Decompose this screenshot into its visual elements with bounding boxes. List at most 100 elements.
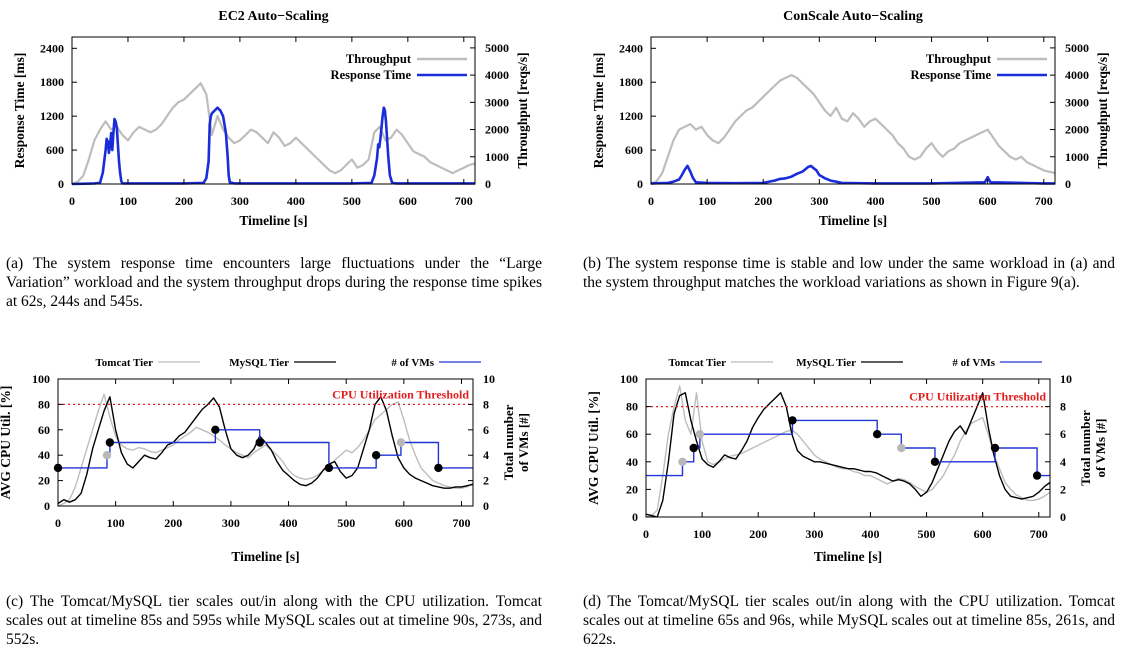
x-tick-label: 600 bbox=[979, 194, 997, 208]
y2-tick-label: 2000 bbox=[485, 123, 509, 137]
y-tick-label: 1200 bbox=[619, 109, 643, 123]
x-tick-label: 300 bbox=[810, 194, 828, 208]
legend-label: Throughput bbox=[346, 52, 412, 66]
series-line-throughput bbox=[650, 74, 1056, 185]
caption-c: (c) The Tomcat/MySQL tier scales out/in … bbox=[6, 593, 542, 648]
x-axis-label: Timeline [s] bbox=[239, 213, 307, 228]
legend: Tomcat Tier MySQL Tier # of VMs bbox=[95, 357, 481, 369]
x-tick-label: 400 bbox=[280, 516, 298, 530]
x-axis-label: Timeline [s] bbox=[231, 549, 299, 564]
x-tick-label: 600 bbox=[395, 516, 413, 530]
y-tick-label: 0 bbox=[637, 177, 643, 191]
chart-panel-c: CPU Utilization Threshold 0 100 200 300 400 50… bbox=[0, 325, 560, 575]
y-axis-label: AVG CPU Util. [%] bbox=[0, 386, 13, 500]
legend-label: Tomcat Tier bbox=[95, 357, 153, 369]
caption-a: (a) The system response time encounters … bbox=[6, 255, 542, 310]
legend: Throughput Response Time bbox=[331, 52, 467, 82]
y-tick-label: 1200 bbox=[40, 109, 64, 123]
y2-tick-label: 8 bbox=[483, 397, 489, 411]
y2-tick-label: 1000 bbox=[485, 150, 509, 164]
scale-event-marker bbox=[1032, 471, 1042, 480]
x-tick-label: 700 bbox=[1035, 194, 1053, 208]
scale-event-marker bbox=[371, 451, 381, 460]
y2-tick-label: 8 bbox=[1060, 400, 1066, 414]
x-tick-label: 700 bbox=[455, 194, 473, 208]
y2-tick-label: 0 bbox=[485, 177, 491, 191]
series-line-response-time bbox=[71, 106, 475, 186]
x-tick-label: 300 bbox=[231, 194, 249, 208]
y2-tick-label: 10 bbox=[1060, 372, 1072, 386]
x-tick-label: 400 bbox=[861, 527, 879, 541]
y-axis-label: AVG CPU Util. [%] bbox=[586, 391, 601, 505]
legend-label: Tomcat Tier bbox=[668, 357, 726, 369]
scale-event-marker bbox=[434, 463, 443, 473]
y2-axis-label: Total number of VMs [#] bbox=[501, 404, 531, 480]
y2-tick-label: 1000 bbox=[1065, 150, 1089, 164]
y2-tick-label: 0 bbox=[483, 499, 489, 513]
series-line-throughput bbox=[71, 82, 476, 186]
x-tick-label: 100 bbox=[698, 194, 716, 208]
series-line--of-vms bbox=[646, 419, 1050, 477]
y-tick-label: 600 bbox=[46, 143, 64, 157]
legend-label: Response Time bbox=[331, 68, 412, 82]
series-group bbox=[57, 393, 474, 507]
x-tick-label: 600 bbox=[974, 527, 992, 541]
chart-b: ConScale Auto−Scaling 0 100 200 300 400 500 600… bbox=[591, 9, 1110, 228]
y-tick-label: 1800 bbox=[619, 75, 643, 89]
chart-panel-a: EC2 Auto−Scaling 0 100 200 300 400 500 600 700 Ti… bbox=[0, 0, 560, 240]
series-group bbox=[71, 82, 476, 186]
x-axis-label: Timeline [s] bbox=[814, 549, 882, 564]
y-tick-label: 0 bbox=[58, 177, 64, 191]
scale-event-marker bbox=[930, 457, 940, 466]
y-axis-label: Response Time [ms] bbox=[591, 53, 606, 169]
series-line-response-time bbox=[650, 164, 1055, 185]
y2-tick-label: 3000 bbox=[1065, 95, 1089, 109]
x-tick-label: 600 bbox=[399, 194, 417, 208]
y-tick-label: 60 bbox=[626, 427, 638, 441]
y-tick-label: 20 bbox=[38, 474, 50, 488]
y-tick-label: 0 bbox=[44, 499, 50, 513]
y2-tick-label: 2 bbox=[483, 474, 489, 488]
x-tick-label: 0 bbox=[643, 527, 649, 541]
y2-axis-label-line: Total number bbox=[1078, 410, 1093, 486]
scale-event-marker bbox=[872, 430, 882, 439]
legend: Throughput Response Time bbox=[911, 52, 1047, 82]
y2-axis-label-line: of VMs [#] bbox=[516, 413, 531, 472]
x-tick-label: 200 bbox=[749, 527, 767, 541]
y2-tick-label: 4000 bbox=[1065, 68, 1089, 82]
y-axis-label: Response Time [ms] bbox=[12, 53, 27, 169]
x-axis-label: Timeline [s] bbox=[819, 213, 887, 228]
x-tick-label: 500 bbox=[923, 194, 941, 208]
x-tick-label: 400 bbox=[287, 194, 305, 208]
x-tick-label: 700 bbox=[452, 516, 470, 530]
x-tick-label: 200 bbox=[164, 516, 182, 530]
x-tick-label: 0 bbox=[69, 194, 75, 208]
x-tick-label: 700 bbox=[1030, 527, 1048, 541]
plot-frame bbox=[645, 378, 1051, 518]
y2-tick-label: 6 bbox=[483, 423, 489, 437]
scale-event-marker bbox=[678, 457, 687, 466]
y-tick-label: 100 bbox=[620, 372, 638, 386]
scale-event-marker bbox=[897, 443, 906, 453]
y2-axis-label: Throughput [reqs/s] bbox=[1095, 52, 1110, 168]
series-line-mysql-tier bbox=[57, 396, 474, 505]
y2-axis-label: Throughput [reqs/s] bbox=[515, 52, 530, 168]
x-tick-label: 300 bbox=[222, 516, 240, 530]
chart-panel-b: ConScale Auto−Scaling 0 100 200 300 400 500 600… bbox=[563, 0, 1123, 240]
scale-event-marker bbox=[689, 443, 698, 453]
y2-axis-label-line: Total number bbox=[501, 404, 516, 480]
plot-frame bbox=[57, 378, 474, 507]
chart-title: ConScale Auto−Scaling bbox=[783, 9, 923, 24]
x-tick-label: 100 bbox=[107, 516, 125, 530]
y2-tick-label: 6 bbox=[1060, 427, 1066, 441]
legend-label: MySQL Tier bbox=[796, 357, 856, 369]
scale-event-marker bbox=[990, 443, 1000, 453]
series-line-tomcat-tier bbox=[57, 393, 474, 507]
y-tick-label: 0 bbox=[632, 510, 638, 524]
y-tick-label: 100 bbox=[32, 372, 50, 386]
y-tick-label: 2400 bbox=[619, 41, 643, 55]
y-tick-label: 2400 bbox=[40, 41, 64, 55]
plot-frame bbox=[71, 36, 476, 185]
threshold-label: CPU Utilization Threshold bbox=[909, 390, 1046, 404]
